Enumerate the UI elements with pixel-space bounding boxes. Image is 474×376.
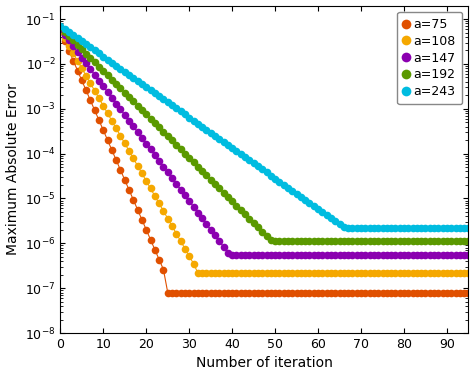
a=108 [281, 271, 287, 275]
a=75 [238, 290, 244, 295]
a=192 [465, 239, 471, 244]
a=147 [229, 253, 235, 257]
a=75 [178, 290, 183, 295]
a=147 [57, 27, 63, 31]
a=75 [113, 158, 119, 162]
a=192 [113, 82, 119, 86]
a=108 [238, 271, 244, 275]
a=108 [268, 271, 273, 275]
a=108 [57, 29, 63, 33]
a=243 [436, 226, 441, 230]
a=192 [436, 239, 441, 244]
a=192 [272, 239, 278, 244]
Y-axis label: Maximum Absolute Error: Maximum Absolute Error [6, 83, 19, 255]
a=75 [268, 290, 273, 295]
Line: a=108: a=108 [56, 27, 472, 277]
a=192 [264, 234, 269, 238]
a=243 [113, 64, 119, 68]
a=108 [113, 126, 119, 130]
a=192 [281, 239, 287, 244]
a=243 [346, 226, 351, 230]
a=75 [465, 290, 471, 295]
a=75 [165, 290, 171, 295]
Line: a=75: a=75 [56, 27, 472, 296]
a=243 [173, 106, 179, 111]
a=75 [57, 29, 63, 33]
a=147 [465, 253, 471, 257]
a=243 [264, 170, 269, 175]
a=243 [465, 226, 471, 230]
Line: a=192: a=192 [56, 24, 472, 245]
a=192 [234, 203, 239, 208]
a=147 [238, 253, 244, 257]
a=147 [173, 182, 179, 186]
a=108 [195, 271, 201, 275]
a=192 [173, 143, 179, 147]
a=75 [436, 290, 441, 295]
a=243 [277, 179, 283, 184]
Line: a=147: a=147 [56, 25, 472, 259]
a=147 [268, 253, 273, 257]
a=108 [173, 231, 179, 236]
a=75 [281, 290, 287, 295]
a=147 [436, 253, 441, 257]
a=147 [281, 253, 287, 257]
Line: a=243: a=243 [56, 22, 472, 232]
X-axis label: Number of iteration: Number of iteration [196, 356, 333, 370]
a=147 [113, 101, 119, 106]
a=192 [57, 25, 63, 30]
a=243 [57, 24, 63, 28]
a=108 [465, 271, 471, 275]
a=243 [234, 149, 239, 153]
Legend: a=75, a=108, a=147, a=192, a=243: a=75, a=108, a=147, a=192, a=243 [397, 12, 462, 104]
a=108 [436, 271, 441, 275]
